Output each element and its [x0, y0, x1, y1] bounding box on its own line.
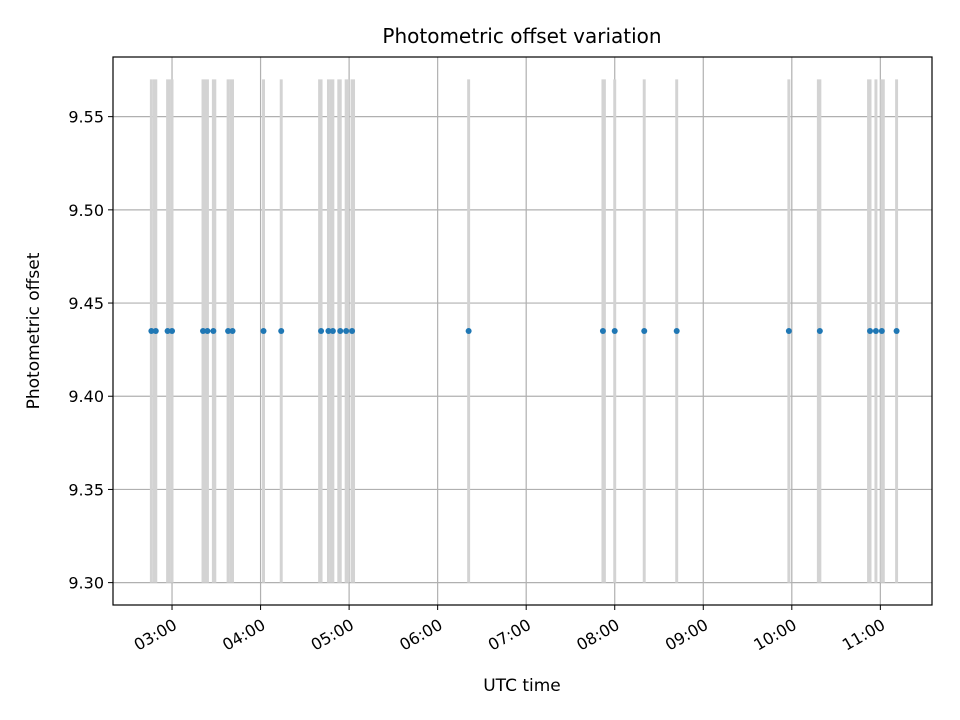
x-tick-label: 03:00	[131, 615, 180, 655]
data-point	[229, 328, 236, 334]
y-tick-label: 9.50	[68, 201, 104, 220]
data-point	[278, 328, 285, 334]
data-point	[867, 328, 874, 334]
x-tick-label: 09:00	[662, 615, 711, 655]
x-tick-label: 07:00	[485, 615, 534, 655]
data-point	[318, 328, 325, 334]
data-point	[200, 328, 207, 334]
y-tick-label: 9.45	[68, 294, 104, 313]
y-tick-label: 9.40	[68, 387, 104, 406]
data-point	[325, 328, 332, 334]
data-point	[148, 328, 155, 334]
data-point	[152, 328, 159, 334]
data-point	[785, 328, 792, 334]
data-point	[893, 328, 900, 334]
x-tick-label: 10:00	[750, 615, 799, 655]
data-points	[148, 328, 900, 334]
data-point	[816, 328, 823, 334]
y-tick-label: 9.35	[68, 480, 104, 499]
data-point	[210, 328, 217, 334]
chart-title: Photometric offset variation	[382, 24, 661, 48]
data-point	[169, 328, 176, 334]
x-tick-label: 08:00	[573, 615, 622, 655]
x-tick-label: 04:00	[219, 615, 268, 655]
data-point	[329, 328, 336, 334]
data-point	[204, 328, 211, 334]
y-tick-label: 9.55	[68, 108, 104, 127]
x-tick-label: 11:00	[839, 615, 888, 655]
data-point	[641, 328, 648, 334]
data-point	[349, 328, 356, 334]
data-point	[611, 328, 618, 334]
x-axis-ticks: 03:00 04:00 05:00 06:00 07:00 08:00 09:00 10:00…	[131, 605, 888, 655]
y-axis-ticks: 9.30 9.35 9.40 9.45 9.50 9.55	[68, 108, 113, 593]
x-tick-label: 06:00	[396, 615, 445, 655]
data-point	[465, 328, 472, 334]
data-point	[878, 328, 885, 334]
y-axis-label: Photometric offset	[24, 252, 44, 409]
data-point	[260, 328, 267, 334]
data-point	[673, 328, 680, 334]
data-point	[872, 328, 879, 334]
plot-frame	[112, 56, 933, 606]
x-axis-label: UTC time	[483, 676, 561, 696]
x-tick-label: 05:00	[308, 615, 357, 655]
data-point	[225, 328, 232, 334]
data-point	[337, 328, 344, 334]
data-point	[343, 328, 350, 334]
data-point	[164, 328, 171, 334]
data-point	[599, 328, 606, 334]
grid-lines	[113, 57, 932, 605]
y-tick-label: 9.30	[68, 574, 104, 593]
